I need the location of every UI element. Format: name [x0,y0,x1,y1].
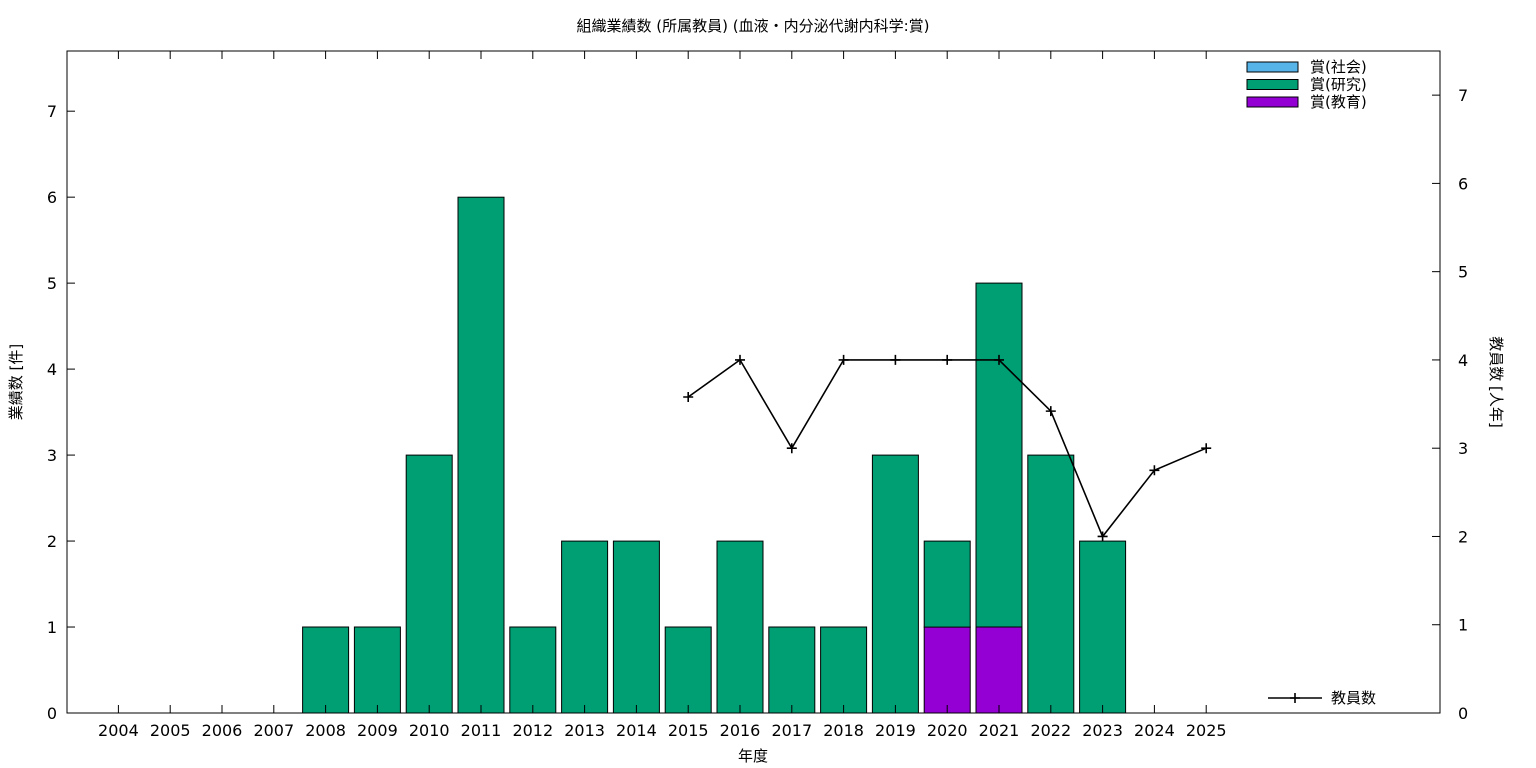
bar-2008 [302,626,350,714]
x-tick-label: 2023 [1082,721,1123,740]
y-tick-label: 3 [47,446,57,465]
legend-line-marker [1290,693,1300,703]
y-tick-label: 2 [47,532,57,551]
line-series-faculty [687,358,1207,539]
ticks-group: 0 1 2 3 4 5 6 7 0 1 2 3 4 5 6 7 2004 2005 2006 2007 2008 2009… [47,51,1468,740]
chart-title: 組織業績数 (所属教員) (血液・内分泌代謝内科学:賞) [576,17,929,35]
x-tick-label: 2024 [1134,721,1175,740]
legend: 賞(社会)賞(研究)賞(教育) [1246,58,1367,111]
x-tick-label: 2018 [823,721,864,740]
bar-2009 [353,626,401,714]
line-point-marker [994,354,1004,365]
legend-label: 賞(社会) [1310,58,1367,76]
line-point-marker [683,392,694,403]
x-tick-label: 2016 [720,721,761,740]
bar-2017 [768,626,816,714]
bar-2012 [509,626,557,714]
y2-tick-label: 7 [1458,86,1468,105]
x-tick-label: 2010 [409,721,450,740]
bar-2014 [612,540,660,714]
line-point-marker [735,354,745,365]
bar-2020 [923,626,971,714]
y2-tick-label: 2 [1458,527,1468,546]
y2-tick-label: 6 [1458,174,1468,193]
line-point-marker [786,443,797,454]
legend-swatch [1246,96,1299,108]
bar-2022 [1027,454,1075,714]
line-point-marker [890,354,901,365]
bar-2020 [923,540,971,628]
x-tick-label: 2015 [668,721,709,740]
y-axis-title: 業績数 [件] [7,344,25,420]
x-tick-label: 2017 [771,721,812,740]
y-tick-label: 4 [47,360,57,379]
x-tick-label: 2019 [875,721,916,740]
x-axis-title: 年度 [738,747,768,765]
y-tick-label: 5 [47,274,57,293]
bars-group [302,196,1127,714]
bar-2010 [405,454,453,714]
bar-2013 [561,540,609,714]
bar-2021 [975,282,1023,628]
y2-tick-label: 4 [1458,351,1468,370]
x-tick-label: 2005 [150,721,191,740]
x-tick-label: 2007 [253,721,294,740]
x-tick-label: 2022 [1030,721,1071,740]
plot-frame [66,50,1441,714]
y2-tick-label: 5 [1458,263,1468,282]
x-tick-label: 2013 [564,721,605,740]
bar-2011 [457,196,505,714]
line-legend: 教員数 [1268,689,1376,707]
x-tick-label: 2009 [357,721,398,740]
line-point-marker [838,354,849,365]
x-tick-label: 2021 [979,721,1020,740]
line-group [683,354,1212,542]
legend-label: 賞(教育) [1310,93,1367,111]
y2-tick-label: 1 [1458,616,1468,635]
legend-label: 賞(研究) [1310,76,1367,94]
y-tick-label: 7 [47,102,57,121]
legend-swatch [1246,61,1299,73]
x-tick-label: 2025 [1186,721,1227,740]
line-point-marker [1201,443,1212,454]
x-tick-label: 2012 [512,721,553,740]
x-tick-label: 2004 [98,721,139,740]
line-point-marker [1149,465,1160,476]
bar-2019 [871,454,919,714]
y2-tick-label: 0 [1458,704,1468,723]
y-tick-label: 0 [47,704,57,723]
line-point-marker [1097,531,1108,542]
y-tick-label: 6 [47,188,57,207]
y-tick-label: 1 [47,618,57,637]
y2-axis-title: 教員数 [人年] [1487,336,1505,427]
x-tick-label: 2020 [927,721,968,740]
x-tick-label: 2006 [202,721,243,740]
x-tick-label: 2008 [305,721,346,740]
y2-tick-label: 3 [1458,439,1468,458]
line-point-marker [942,354,953,365]
x-tick-label: 2011 [461,721,502,740]
bar-2021 [975,626,1023,714]
legend-swatch [1246,79,1299,90]
bar-2023 [1079,540,1127,714]
legend-label: 教員数 [1331,689,1376,707]
bar-2018 [820,626,868,714]
bar-2016 [716,540,764,714]
line-point-marker [1045,406,1056,417]
bar-2015 [664,626,712,714]
x-tick-label: 2014 [616,721,657,740]
